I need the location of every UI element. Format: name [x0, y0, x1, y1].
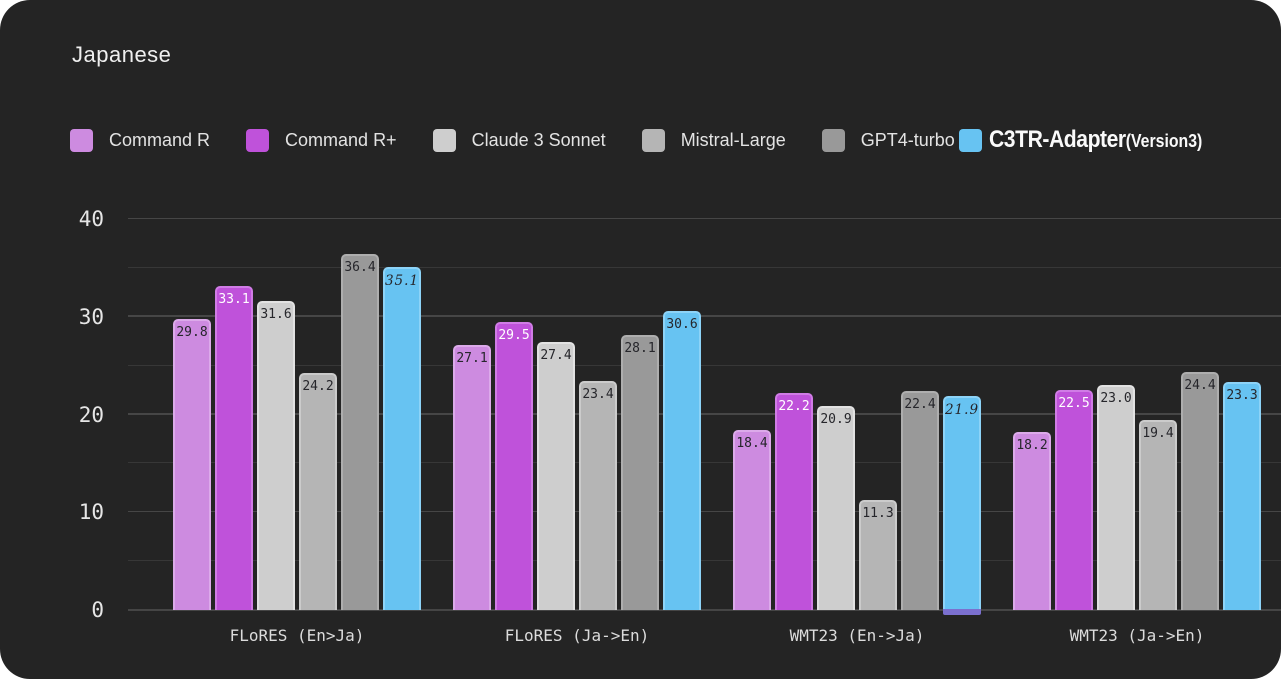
bar-gpt4-turbo: 22.4 [901, 391, 939, 610]
bar-command-r: 22.2 [775, 393, 813, 610]
legend-item-label: Command R+ [285, 129, 397, 150]
legend-item-c3tr-adapter[interactable]: C3TR-Adapter(Version3) [958, 126, 1231, 154]
bar-gpt4-turbo: 28.1 [621, 335, 659, 610]
legend-item-command-r[interactable]: Command R+ [246, 128, 397, 152]
bar-group-wmt23-en-ja: 18.4 22.2 20.9 11.3 22.4 21.9 [733, 219, 981, 615]
gridline-minor [128, 560, 1281, 562]
bar-value-label: 33.1 [218, 292, 250, 308]
category-axis: FLoRES (En>Ja) FLoRES (Ja->En) WMT23 (En->… [128, 626, 1281, 656]
legend-item-label: Command R [109, 129, 211, 150]
bar-value-label: 30.6 [666, 316, 698, 332]
bar-value-label: 23.4 [582, 387, 614, 403]
y-axis-tick-label: 10 [78, 500, 104, 525]
bar-value-label: 24.4 [1184, 377, 1216, 393]
bar-value-label: 22.5 [1058, 396, 1090, 412]
bar-c3tr-adapter-version3: 35.1 [383, 266, 421, 610]
gridline-major [128, 413, 1281, 415]
bar-value-label: 23.3 [1226, 388, 1258, 404]
bar-value-label: 36.4 [344, 260, 376, 276]
bar-value-label: 21.9 [944, 401, 980, 418]
legend-item-label: Claude 3 Sonnet [471, 129, 606, 150]
category-label-flores-ja-en: FLoRES (Ja->En) [504, 626, 650, 645]
bar-gpt4-turbo: 24.4 [1181, 371, 1219, 610]
bar-c3tr-adapter-version3: 23.3 [1223, 382, 1261, 610]
legend-color-swatch-icon [432, 128, 456, 152]
bar-claude-3-sonnet: 31.6 [257, 301, 295, 610]
legend-color-swatch-icon [821, 128, 845, 152]
gridline-minor [128, 462, 1281, 464]
gridline-major [128, 510, 1281, 513]
category-label-wmt23-en-ja: WMT23 (En->Ja) [789, 626, 925, 645]
bar-command-r: 29.8 [173, 318, 211, 610]
legend-item-claude-3-sonnet[interactable]: Claude 3 Sonnet [432, 128, 606, 152]
bar-bottom-accent [943, 609, 981, 615]
bar-command-r: 27.1 [453, 345, 491, 610]
gridline-minor [128, 364, 1281, 366]
bar-value-label: 11.3 [862, 505, 894, 521]
legend-item-command-r[interactable]: Command R [70, 128, 211, 152]
bar-value-label: 29.8 [176, 324, 208, 340]
plot-area: 29.8 33.1 31.6 24.2 36.4 35.1 27.1 29.5 27.4 23.4… [128, 217, 1281, 615]
bar-value-label: 22.4 [904, 397, 936, 413]
bar-group-flores-ja-en: 27.1 29.5 27.4 23.4 28.1 30.6 [453, 219, 701, 610]
bar-command-r: 29.5 [495, 321, 533, 610]
bar-claude-3-sonnet: 23.0 [1097, 385, 1135, 610]
bar-group-wmt23-ja-en: 18.2 22.5 23.0 19.4 24.4 23.3 [1013, 219, 1261, 610]
legend-item-label: GPT4-turbo [860, 129, 955, 150]
bar-c3tr-adapter-version3: 21.9 [943, 395, 981, 615]
legend-item-label: Mistral-Large [680, 129, 786, 150]
x-axis-line [128, 608, 1281, 611]
bar-gpt4-turbo: 36.4 [341, 254, 379, 610]
bar-value-label: 28.1 [624, 341, 656, 357]
gridline-minor [128, 266, 1281, 268]
bar-group-flores-en-ja: 29.8 33.1 31.6 24.2 36.4 35.1 [173, 219, 421, 610]
gridline-major [128, 315, 1281, 317]
bar-mistral-large: 19.4 [1139, 420, 1177, 610]
legend-item-mistral-large[interactable]: Mistral-Large [641, 128, 786, 152]
bar-value-label: 23.0 [1100, 391, 1132, 407]
gridline-major [128, 217, 1281, 219]
legend-item-label: C3TR-Adapter(Version3) [988, 126, 1203, 153]
bar-mistral-large: 24.2 [299, 373, 337, 610]
bar-mistral-large: 23.4 [579, 381, 617, 610]
bar-claude-3-sonnet: 27.4 [537, 342, 575, 610]
bar-value-label: 35.1 [384, 272, 420, 289]
bar-value-label: 31.6 [260, 307, 292, 323]
y-axis-tick-label: 30 [78, 304, 104, 329]
bar-mistral-large: 11.3 [859, 499, 897, 610]
y-axis-tick-label: 40 [78, 207, 104, 231]
bar-c3tr-adapter-version3: 30.6 [663, 310, 701, 610]
bar-command-r: 33.1 [215, 286, 253, 610]
bar-command-r: 18.2 [1013, 432, 1051, 610]
bar-value-label: 27.1 [456, 351, 488, 367]
bar-value-label: 22.2 [778, 399, 810, 414]
chart-legend: Command R Command R+ Claude 3 Sonnet Mistra… [70, 126, 1231, 154]
bar-value-label: 20.9 [820, 411, 852, 427]
legend-color-swatch-icon [246, 128, 270, 152]
legend-color-swatch-icon [958, 128, 982, 152]
chart-title: Japanese [72, 42, 172, 67]
bar-claude-3-sonnet: 20.9 [817, 405, 855, 610]
legend-color-swatch-icon [70, 128, 93, 152]
y-axis-tick-label: 0 [91, 598, 104, 622]
bar-value-label: 24.2 [302, 379, 334, 395]
bar-command-r: 18.4 [733, 430, 771, 610]
category-label-wmt23-ja-en: WMT23 (Ja->En) [1069, 626, 1205, 645]
legend-item-label-suffix: (Version3) [1125, 131, 1203, 151]
y-axis-tick-label: 20 [78, 402, 104, 427]
legend-item-gpt4-turbo[interactable]: GPT4-turbo [821, 128, 955, 152]
bar-command-r: 22.5 [1055, 390, 1093, 610]
legend-color-swatch-icon [641, 128, 665, 152]
bar-value-label: 29.5 [498, 327, 530, 343]
bar-value-label: 18.2 [1016, 438, 1048, 454]
bar-value-label: 18.4 [736, 436, 768, 452]
bar-value-label: 27.4 [540, 348, 572, 364]
category-label-flores-en-ja: FLoRES (En>Ja) [229, 626, 365, 645]
bar-value-label: 19.4 [1142, 426, 1174, 442]
